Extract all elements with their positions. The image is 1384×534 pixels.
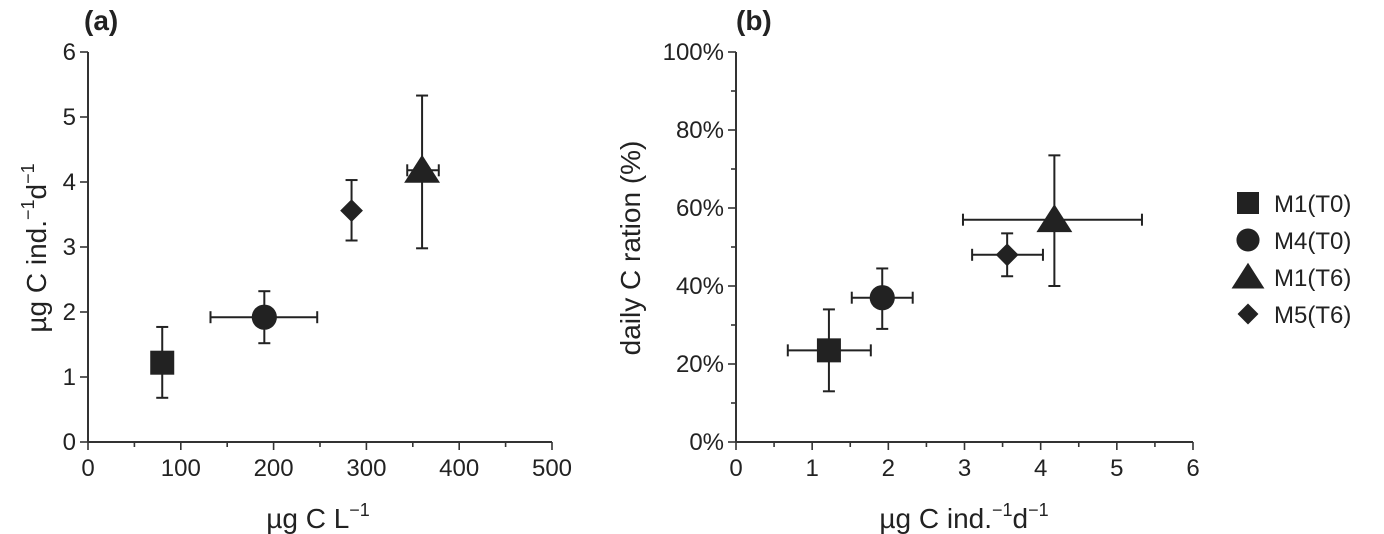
panel-b-x-axis-title: µg C ind.−1d−1 [879,500,1048,534]
panel-b: (b) 0 1 2 3 4 5 60%20%40%60%80%100% µg C ind.−… [615,5,1200,534]
panel-a-y-tick-label: 0 [63,429,76,456]
panel-a-x-tick-label: 200 [254,455,294,482]
circle-marker [869,285,895,311]
legend-label: M5(T6) [1274,302,1351,329]
panel-b-point-m1-t0 [786,308,872,393]
panel-a-y-tick-label: 2 [63,299,76,326]
panel-b-plot: 0 1 2 3 4 5 60%20%40%60%80%100% [663,39,1200,482]
panel-a-x-title-sup1: −1 [349,500,370,520]
panel-a-point-m5-t6 [340,179,363,242]
panel-b-x-tick-label: 6 [1186,455,1199,482]
square-marker [150,350,175,375]
panel-b-x-title-mid: d [1013,503,1029,534]
panel-b-x-tick-label: 3 [958,455,971,482]
panel-b-x-tick-label: 4 [1034,455,1047,482]
legend: M1(T0) M4(T0) M1(T6) M5(T6) [1231,191,1351,329]
legend-label: M4(T0) [1274,228,1351,255]
diamond-marker [340,199,363,222]
panel-a-y-axis-title: µg C ind.−1d−1 [18,163,52,332]
panel-a-x-tick-label: 400 [439,455,479,482]
legend-label: M1(T0) [1274,191,1351,218]
panel-b-x-title-sup1: −1 [992,500,1013,520]
panel-a-x-tick-label: 100 [161,455,201,482]
panel-b-y-tick-label: 0% [689,429,724,456]
panel-b-y-title-main: daily C ration (%) [615,141,646,356]
panel-b-y-tick-label: 100% [663,39,724,66]
panel-a-point-m4-t0 [209,290,319,345]
square-marker [816,338,841,363]
panel-b-x-tick-label: 0 [729,455,742,482]
panel-a-y-title-mid: d [21,184,52,200]
legend-entry: M5(T6) [1237,302,1351,329]
panel-a-x-tick-label: 0 [81,455,94,482]
diamond-marker [995,243,1019,267]
panel-a-y-title-main: µg C ind. [21,220,52,333]
panel-a-point-m1-t6 [404,94,441,250]
panel-b-point-m5-t6 [971,232,1044,278]
panel-b-y-tick-label: 80% [676,117,724,144]
panel-a-point-m1-t0 [150,325,175,399]
panel-b-x-tick-label: 1 [805,455,818,482]
panel-a-y-tick-label: 3 [63,234,76,261]
panel-a-x-axis-title: µg C L−1 [266,500,370,534]
legend-circle-icon [1236,228,1260,252]
panel-b-x-title-sup2: −1 [1028,500,1049,520]
panel-b-x-tick-label: 2 [882,455,895,482]
panel-b-x-tick-label: 5 [1110,455,1123,482]
panel-b-y-tick-label: 60% [676,195,724,222]
panel-a-y-tick-label: 5 [63,104,76,131]
panel-a-y-tick-label: 6 [63,39,76,66]
panel-b-y-tick-label: 20% [676,351,724,378]
panel-b-point-m1-t6 [961,154,1143,287]
legend-square-icon [1237,192,1259,214]
panel-a-plot: 0 100 200 300 400 500 0 1 2 3 4 5 6 [63,39,572,482]
panel-b-y-axis-title: daily C ration (%) [615,141,646,356]
panel-b-point-m4-t0 [850,267,914,330]
panel-b-x-title-main: µg C ind. [879,503,992,534]
panel-a-x-tick-label: 500 [532,455,572,482]
panel-b-y-tick-label: 40% [676,273,724,300]
panel-a-y-title-sup2: −1 [18,163,38,184]
legend-diamond-icon [1237,303,1259,325]
circle-marker [251,304,277,330]
panel-a-label: (a) [84,5,118,36]
legend-triangle-icon [1231,262,1265,289]
panel-a-y-tick-label: 4 [63,169,76,196]
panel-a-x-tick-label: 300 [346,455,386,482]
legend-entry: M1(T6) [1231,262,1351,292]
triangle-marker [1036,204,1073,233]
panel-a-y-title-sup1: −1 [18,199,38,220]
legend-entry: M1(T0) [1237,191,1351,218]
panel-a-y-tick-label: 1 [63,364,76,391]
triangle-marker [404,154,441,183]
legend-label: M1(T6) [1274,265,1351,292]
legend-entry: M4(T0) [1236,228,1351,255]
panel-b-label: (b) [736,5,772,36]
panel-a-x-title-main: µg C L [266,503,349,534]
